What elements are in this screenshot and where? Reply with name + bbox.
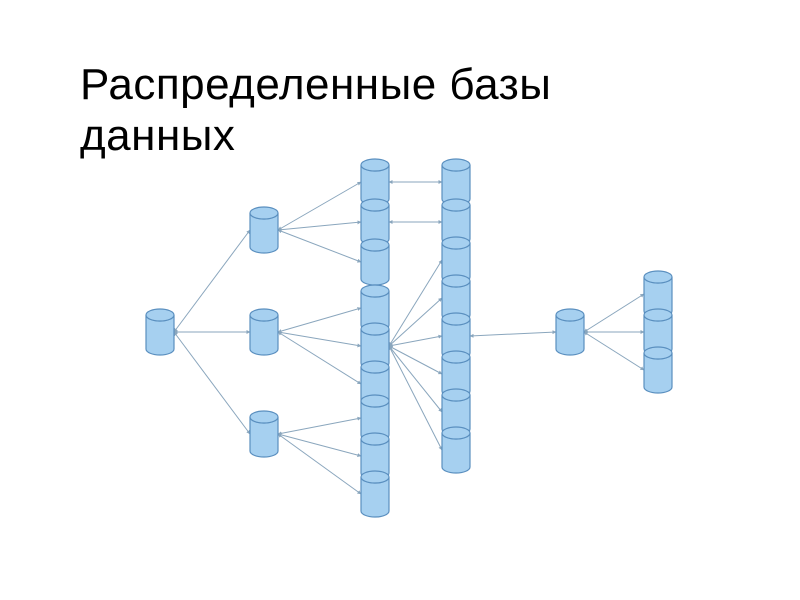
edge (278, 308, 361, 332)
db-cylinder-icon (250, 411, 278, 457)
edge (278, 230, 361, 262)
edge (389, 260, 442, 346)
edge (389, 346, 442, 412)
db-cylinder-icon (442, 427, 470, 473)
db-cylinder-icon (361, 239, 389, 285)
edge (174, 332, 250, 434)
db-cylinder-icon (644, 347, 672, 393)
db-cylinder-icon (361, 471, 389, 517)
edge (174, 230, 250, 332)
edge (278, 418, 361, 434)
edge (584, 332, 644, 370)
distributed-db-diagram (0, 0, 800, 600)
db-cylinder-icon (361, 199, 389, 245)
edge (389, 298, 442, 346)
db-cylinder-icon (442, 159, 470, 205)
db-cylinder-icon (146, 309, 174, 355)
db-cylinder-icon (361, 159, 389, 205)
edge (584, 294, 644, 332)
edge (389, 346, 442, 374)
edge (278, 434, 361, 494)
edge (278, 332, 361, 384)
edge (470, 332, 556, 336)
db-cylinder-icon (250, 207, 278, 253)
edge (389, 336, 442, 346)
edge (278, 434, 361, 456)
edge (278, 332, 361, 346)
edge (389, 346, 442, 450)
db-cylinder-icon (250, 309, 278, 355)
db-cylinder-icon (556, 309, 584, 355)
